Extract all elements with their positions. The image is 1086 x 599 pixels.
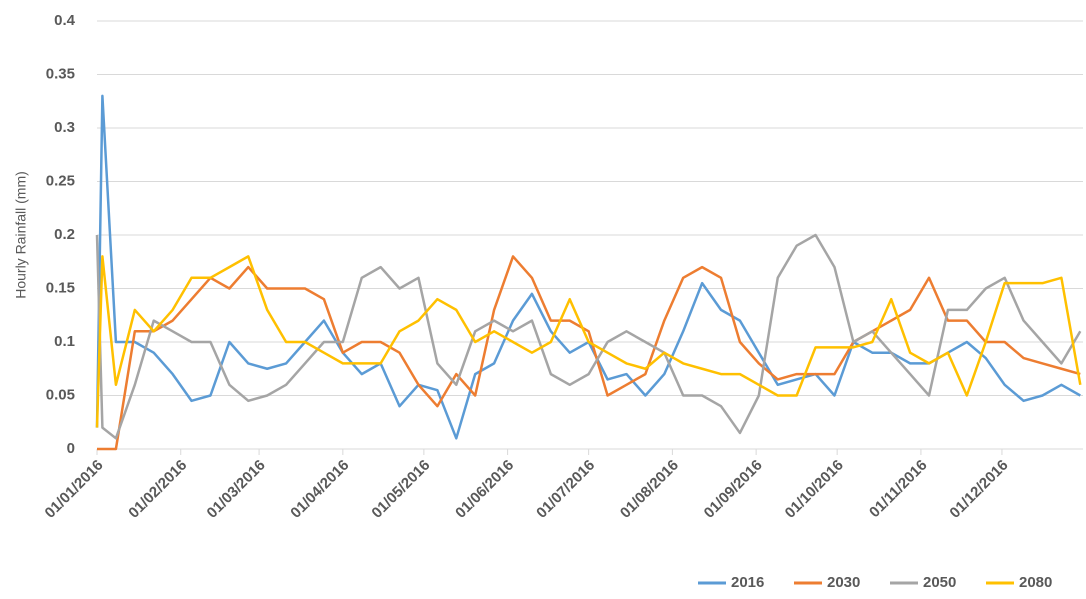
x-tick-label: 01/08/2016 [617,457,682,522]
x-tick-label: 01/01/2016 [42,457,107,522]
series-line [95,233,1082,440]
y-tick-label: 0.2 [54,226,75,243]
y-tick-label: 0 [67,440,75,457]
y-tick-label: 0.35 [46,65,75,82]
legend-label: 2050 [923,574,956,591]
legend-label: 2080 [1019,574,1052,591]
x-tick-label: 01/06/2016 [452,457,517,522]
y-tick-label: 0.25 [46,172,75,189]
x-tick-label: 01/07/2016 [533,457,598,522]
legend: 2016 2030 2050 2080 [698,574,1052,591]
x-tick-label: 01/10/2016 [782,457,847,522]
x-tick-label: 01/04/2016 [287,457,352,522]
legend-label: 2016 [731,574,764,591]
x-tick-label: 01/05/2016 [368,457,433,522]
legend-label: 2030 [827,574,860,591]
y-axis-title: Hourly Rainfall (mm) [13,171,29,299]
y-tick-label: 0.4 [54,12,76,29]
y-tick-label: 0.3 [54,119,75,136]
series-line [97,255,1081,451]
series-line [95,94,1081,440]
grid [97,20,1083,450]
x-tick-label: 01/12/2016 [946,457,1011,522]
y-tick-label: 0.05 [46,386,75,403]
x-tick-label: 01/11/2016 [866,457,931,522]
series-line [95,255,1082,428]
y-tick-label: 0.1 [54,333,75,350]
x-tick-label: 01/03/2016 [204,457,269,522]
x-tick-label: 01/02/2016 [125,457,190,522]
x-tick-label: 01/09/2016 [701,457,766,522]
y-tick-label: 0.15 [46,279,75,296]
